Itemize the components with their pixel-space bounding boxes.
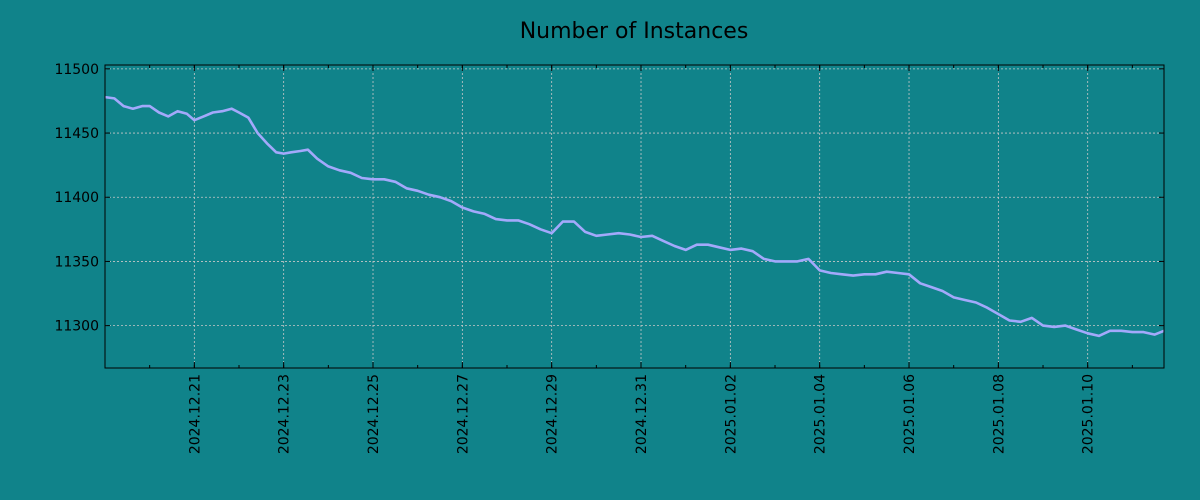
x-tick-label: 2025.01.10 [1081,374,1097,454]
y-tick-label: 11350 [54,254,99,270]
x-tick-label: 2024.12.21 [187,374,203,454]
y-tick-label: 11300 [54,319,99,335]
chart-title: Number of Instances [520,19,749,44]
grid [105,65,1164,368]
y-axis: 11300 11350 11400 11450 11500 [54,62,1164,335]
x-tick-label: 2024.12.31 [634,374,650,454]
y-tick-label: 11400 [54,190,99,206]
x-tick-label: 2025.01.04 [813,374,829,454]
x-tick-label: 2024.12.23 [277,374,293,454]
plot-area [105,65,1164,368]
x-tick-label: 2025.01.08 [991,374,1007,454]
series-line [104,95,1165,338]
y-tick-label: 11500 [54,62,99,78]
y-tick-label: 11450 [54,126,99,142]
x-tick-label: 2025.01.06 [902,374,918,454]
x-tick-label: 2024.12.29 [545,374,561,454]
x-tick-label: 2024.12.27 [455,374,471,454]
x-tick-label: 2025.01.02 [723,374,739,454]
series-layer [104,95,1165,338]
x-axis: 2024.12.21 2024.12.23 2024.12.25 2024.12.27… [149,65,1133,454]
x-tick-label: 2024.12.25 [366,374,382,454]
plot-frame [104,64,1165,369]
